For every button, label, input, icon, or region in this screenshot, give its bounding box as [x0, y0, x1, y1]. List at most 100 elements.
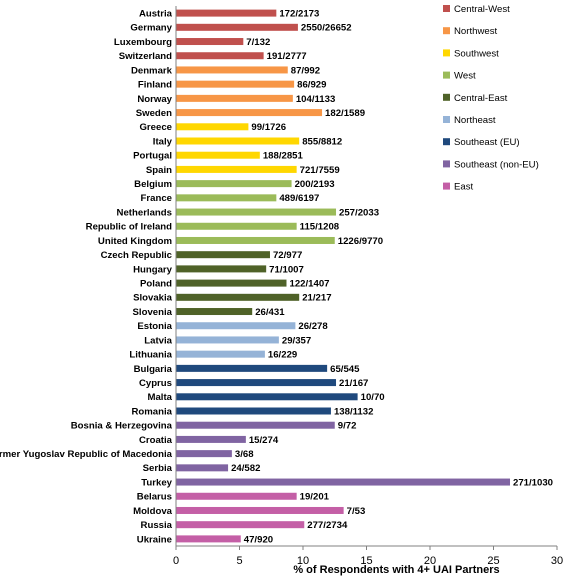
category-label: Greece — [139, 122, 172, 133]
data-label: 21/167 — [339, 378, 368, 389]
data-label: 200/2193 — [295, 179, 335, 190]
legend-label: Southeast (non-EU) — [454, 159, 539, 170]
bar — [176, 521, 305, 529]
category-label: Turkey — [141, 477, 172, 488]
bar-row-belgium: Belgium 200/2193 — [134, 179, 334, 190]
legend-label: Southwest — [454, 48, 499, 59]
category-label: Lithuania — [129, 350, 172, 361]
category-label: Romania — [131, 406, 172, 417]
data-label: 7/132 — [246, 37, 270, 48]
bar — [176, 364, 328, 372]
bar-row-united-kingdom: United Kingdom 1226/9770 — [98, 236, 383, 247]
bar-row-serbia: Serbia 24/582 — [143, 463, 261, 474]
bar-row-netherlands: Netherlands 257/2033 — [117, 207, 379, 218]
x-tick-label: 10 — [297, 555, 309, 567]
category-label: Italy — [153, 136, 173, 147]
data-label: 257/2033 — [339, 207, 379, 218]
bar — [176, 66, 288, 74]
legend-swatch — [443, 49, 450, 57]
data-label: 721/7559 — [300, 165, 340, 176]
bar — [176, 52, 264, 60]
bar — [176, 506, 344, 514]
data-label: 19/201 — [300, 492, 330, 503]
category-label: Austria — [139, 9, 173, 20]
data-label: 86/929 — [297, 80, 326, 91]
data-label: 29/357 — [282, 335, 311, 346]
bar — [176, 336, 279, 344]
bar-row-former-yugoslav-republic-of-macedonia: Former Yugoslav Republic of Macedonia 3/6… — [0, 449, 254, 460]
category-label: Spain — [146, 165, 172, 176]
bar-row-bosnia-herzegovina: Bosnia & Herzegovina 9/72 — [71, 421, 357, 432]
bar — [176, 435, 246, 443]
bar-row-romania: Romania 138/1132 — [131, 406, 373, 417]
bar — [176, 350, 265, 358]
bar — [176, 464, 229, 472]
bar — [176, 322, 296, 330]
data-label: 9/72 — [338, 421, 357, 432]
bar-row-moldova: Moldova 7/53 — [133, 506, 365, 517]
legend-swatch — [443, 71, 450, 79]
bar-row-lithuania: Lithuania 16/229 — [129, 350, 297, 361]
data-label: 1226/9770 — [338, 236, 383, 247]
bar-row-ukraine: Ukraine 47/920 — [137, 534, 273, 545]
legend-label: West — [454, 71, 476, 82]
category-label: Croatia — [139, 435, 173, 446]
legend-swatch — [443, 93, 450, 101]
category-label: Portugal — [133, 151, 172, 162]
data-label: 122/1407 — [289, 279, 329, 290]
bar — [176, 478, 511, 486]
bar-row-croatia: Croatia 15/274 — [139, 435, 279, 446]
bar-row-germany: Germany 2550/26652 — [130, 23, 351, 34]
bar-row-luxembourg: Luxembourg 7/132 — [114, 37, 270, 48]
x-axis-title: % of Respondents with 4+ UAI Partners — [293, 564, 499, 576]
data-label: 104/1133 — [296, 94, 336, 105]
bar — [176, 236, 335, 244]
bar — [176, 251, 270, 259]
category-label: Poland — [140, 279, 172, 290]
bar-row-hungary: Hungary 71/1007 — [133, 264, 304, 275]
legend-label: Northeast — [454, 115, 496, 126]
data-label: 24/582 — [231, 463, 260, 474]
category-label: Estonia — [137, 321, 172, 332]
x-axis: 0 5 10 15 20 25 30 — [173, 6, 563, 567]
legend-swatch — [443, 5, 450, 12]
data-label: 87/992 — [291, 65, 320, 76]
bar-row-denmark: Denmark 87/992 — [131, 65, 320, 76]
category-label: Netherlands — [117, 207, 172, 218]
bar — [176, 23, 298, 31]
category-label: Belarus — [137, 492, 172, 503]
data-label: 2550/26652 — [301, 23, 352, 34]
data-label: 26/278 — [298, 321, 328, 332]
x-tick-label: 5 — [236, 555, 242, 567]
legend-item-southeast-non-eu: Southeast (non-EU) — [443, 159, 539, 170]
bar — [176, 421, 335, 429]
category-label: Germany — [130, 23, 172, 34]
bar — [176, 109, 323, 117]
data-label: 16/229 — [268, 350, 297, 361]
legend: Central-West Northwest Southwest West Centra… — [443, 4, 539, 193]
bar-row-slovenia: Slovenia 26/431 — [133, 307, 286, 318]
category-label: United Kingdom — [98, 236, 172, 247]
category-label: Moldova — [133, 506, 173, 517]
category-label: Ukraine — [137, 534, 172, 545]
legend-item-northwest: Northwest — [443, 26, 498, 37]
bar — [176, 393, 358, 401]
category-label: Former Yugoslav Republic of Macedonia — [0, 449, 173, 460]
category-label: Norway — [137, 94, 172, 105]
bar-row-france: France 489/6197 — [141, 193, 320, 204]
legend-swatch — [443, 160, 450, 168]
legend-item-west: West — [443, 71, 476, 82]
data-label: 489/6197 — [279, 193, 319, 204]
bar — [176, 379, 337, 387]
bar — [176, 180, 292, 188]
bar-row-malta: Malta 10/70 — [147, 392, 384, 403]
data-label: 188/2851 — [263, 151, 304, 162]
bar-row-republic-of-ireland: Republic of Ireland 115/1208 — [86, 222, 340, 233]
bars-layer: Austria 172/2173 Germany 2550/26652 Luxembou… — [0, 9, 553, 546]
bar — [176, 94, 293, 102]
bar-row-portugal: Portugal 188/2851 — [133, 151, 303, 162]
data-label: 277/2734 — [307, 520, 348, 531]
category-label: Sweden — [136, 108, 172, 119]
legend-label: Central-East — [454, 93, 508, 104]
bar-row-italy: Italy 855/8812 — [153, 136, 342, 147]
